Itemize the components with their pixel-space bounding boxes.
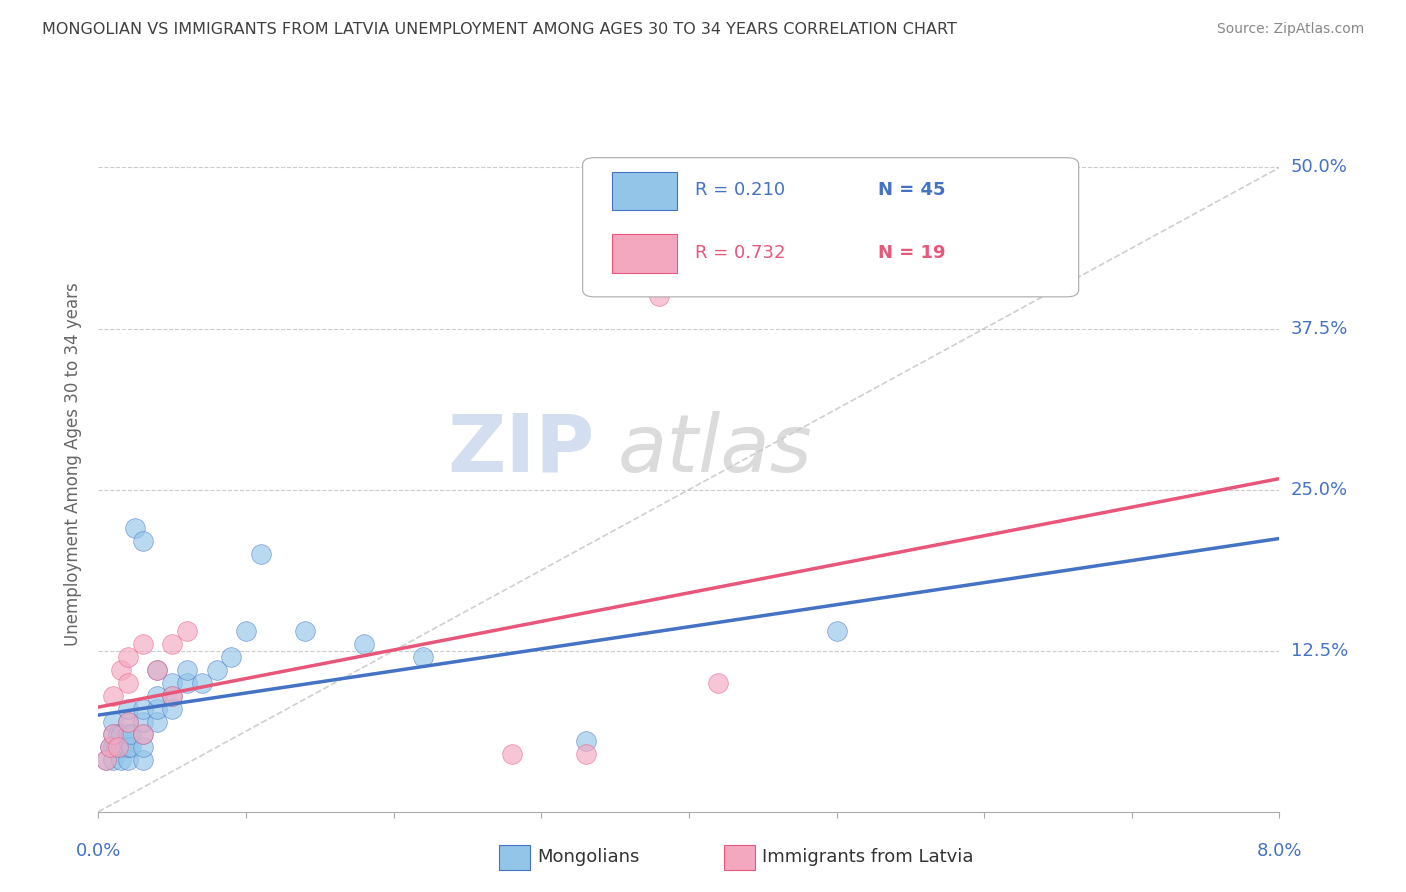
Point: [110, 753, 132, 767]
Point: [132, 753, 155, 767]
Point: [235, 624, 257, 639]
Point: [162, 689, 183, 703]
Point: [107, 740, 129, 755]
Point: [707, 676, 730, 690]
Text: N = 45: N = 45: [877, 181, 945, 200]
Point: [103, 689, 124, 703]
Point: [103, 727, 124, 741]
Point: [103, 753, 124, 767]
Point: [176, 663, 198, 677]
Point: [132, 727, 155, 741]
Point: [648, 289, 671, 303]
Point: [132, 534, 155, 549]
Text: Immigrants from Latvia: Immigrants from Latvia: [762, 848, 973, 866]
Point: [176, 676, 198, 690]
Point: [117, 714, 139, 729]
Point: [105, 740, 128, 755]
Point: [176, 624, 198, 639]
Point: [146, 714, 169, 729]
Point: [132, 727, 155, 741]
Point: [110, 727, 132, 741]
Point: [117, 727, 139, 741]
Point: [162, 689, 183, 703]
Point: [162, 701, 183, 715]
Text: 25.0%: 25.0%: [1291, 481, 1348, 499]
Text: 50.0%: 50.0%: [1291, 159, 1347, 177]
Point: [146, 663, 169, 677]
Text: R = 0.210: R = 0.210: [695, 181, 785, 200]
Text: MONGOLIAN VS IMMIGRANTS FROM LATVIA UNEMPLOYMENT AMONG AGES 30 TO 34 YEARS CORRE: MONGOLIAN VS IMMIGRANTS FROM LATVIA UNEM…: [42, 22, 957, 37]
Point: [205, 663, 228, 677]
Point: [574, 747, 596, 761]
Text: Source: ZipAtlas.com: Source: ZipAtlas.com: [1216, 22, 1364, 37]
Text: 0.0%: 0.0%: [76, 842, 121, 860]
Point: [107, 727, 129, 741]
Point: [117, 701, 139, 715]
FancyBboxPatch shape: [582, 158, 1078, 297]
Point: [219, 650, 242, 665]
Point: [117, 676, 139, 690]
Point: [132, 740, 155, 755]
Point: [250, 547, 273, 561]
Text: 37.5%: 37.5%: [1291, 319, 1348, 337]
Point: [162, 676, 183, 690]
Text: Mongolians: Mongolians: [537, 848, 640, 866]
Point: [103, 714, 124, 729]
Point: [294, 624, 316, 639]
FancyBboxPatch shape: [612, 235, 678, 273]
Text: R = 0.732: R = 0.732: [695, 244, 786, 262]
Point: [825, 624, 848, 639]
Point: [146, 663, 169, 677]
Text: ZIP: ZIP: [447, 411, 595, 489]
Point: [146, 689, 169, 703]
Point: [353, 637, 375, 651]
Point: [162, 637, 183, 651]
Point: [574, 734, 596, 748]
Point: [146, 701, 169, 715]
Text: 12.5%: 12.5%: [1291, 641, 1348, 660]
Point: [117, 753, 139, 767]
Text: N = 19: N = 19: [877, 244, 945, 262]
Point: [132, 714, 155, 729]
Point: [501, 747, 523, 761]
Point: [110, 740, 132, 755]
Point: [110, 663, 132, 677]
Point: [103, 740, 124, 755]
Point: [191, 676, 214, 690]
Point: [124, 521, 146, 535]
Point: [94, 753, 117, 767]
Point: [103, 727, 124, 741]
Point: [98, 740, 121, 755]
Text: 8.0%: 8.0%: [1257, 842, 1302, 860]
Point: [117, 650, 139, 665]
Point: [132, 701, 155, 715]
Point: [117, 740, 139, 755]
Point: [132, 637, 155, 651]
FancyBboxPatch shape: [612, 171, 678, 210]
Point: [98, 740, 121, 755]
Point: [120, 740, 142, 755]
Point: [117, 714, 139, 729]
Point: [412, 650, 434, 665]
Y-axis label: Unemployment Among Ages 30 to 34 years: Unemployment Among Ages 30 to 34 years: [65, 282, 83, 646]
Point: [114, 740, 136, 755]
Point: [120, 727, 142, 741]
Text: atlas: atlas: [619, 411, 813, 489]
Point: [94, 753, 117, 767]
